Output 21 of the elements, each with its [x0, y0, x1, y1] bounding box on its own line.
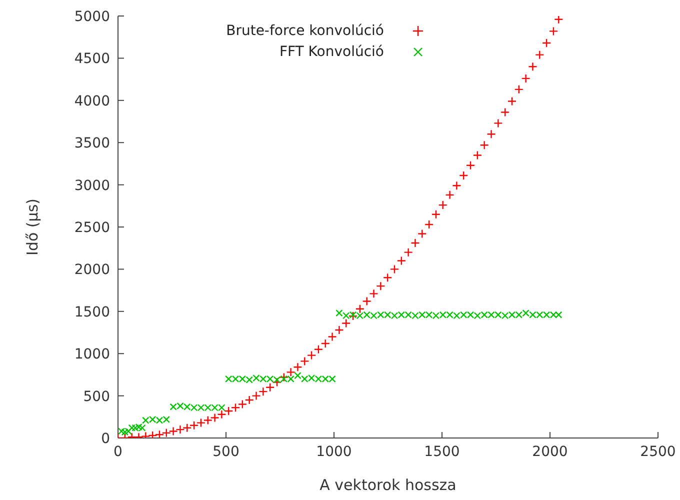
y-tick-label: 3000 — [74, 178, 110, 194]
x-tick-label: 0 — [114, 444, 122, 460]
x-tick-label: 2000 — [532, 444, 568, 460]
y-tick-label: 4500 — [74, 51, 110, 68]
y-tick-label: 1500 — [74, 304, 110, 320]
legend-label: FFT Konvolúció — [279, 44, 384, 60]
y-tick-label: 5000 — [74, 8, 110, 25]
y-axis-title: Idő (µs) — [23, 198, 42, 256]
x-tick-label: 500 — [212, 444, 240, 460]
y-tick-label: 4000 — [74, 93, 110, 110]
y-tick-label: 2500 — [74, 220, 110, 236]
x-tick-label: 2500 — [640, 444, 676, 460]
x-axis-title: A vektorok hossza — [320, 476, 456, 494]
x-tick-label: 1000 — [316, 444, 352, 460]
y-tick-label: 3500 — [74, 136, 110, 152]
y-tick-label: 500 — [83, 388, 110, 405]
y-tick-label: 0 — [101, 430, 110, 447]
y-tick-label: 2000 — [74, 262, 110, 278]
legend-label: Brute-force konvolúció — [226, 22, 384, 38]
x-tick-label: 1500 — [424, 444, 460, 460]
y-tick-label: 1000 — [74, 346, 110, 363]
